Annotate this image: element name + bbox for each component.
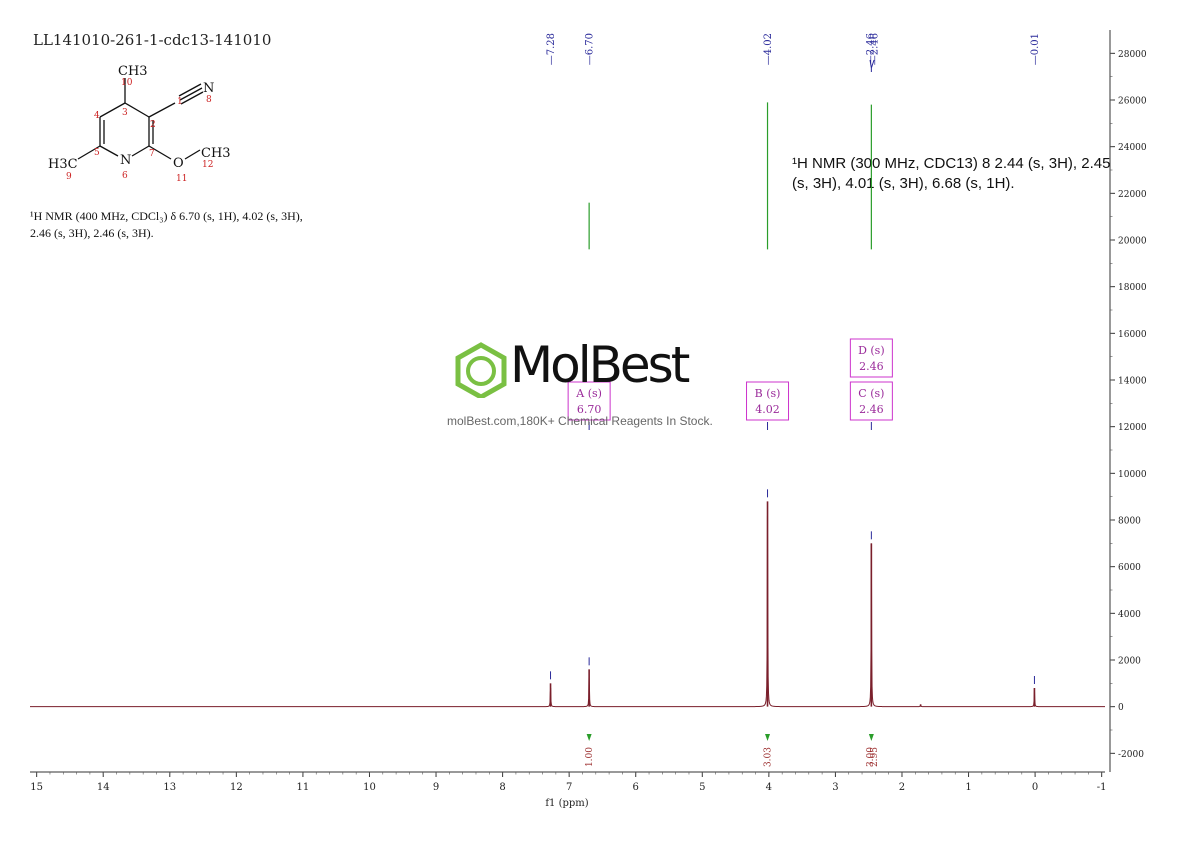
atom-number: 2 (150, 120, 156, 130)
atom-number: 10 (121, 78, 133, 88)
atom-number: 3 (122, 108, 128, 118)
multiplet-label: D (s) (858, 344, 885, 357)
x-tick-label: 15 (30, 782, 43, 793)
x-tick-label: 14 (97, 782, 110, 793)
atom-n-nitrile: N (203, 81, 214, 96)
x-tick-label: 4 (766, 782, 772, 793)
atom-number: 9 (66, 172, 72, 182)
atom-number: 6 (122, 171, 128, 181)
y-tick-label: 6000 (1118, 563, 1141, 573)
atom-n-ring: N (120, 153, 131, 168)
x-tick-label: 12 (230, 782, 243, 793)
multiplet-shift: 6.70 (577, 403, 602, 416)
y-tick-label: 2000 (1118, 657, 1141, 667)
atom-number: 12 (202, 160, 213, 170)
integration-marker (868, 734, 874, 741)
spectrum-line (30, 515, 1105, 708)
x-tick-label: 5 (699, 782, 705, 793)
peak-shift-label: —2.46 (870, 33, 881, 65)
y-tick-label: 8000 (1118, 517, 1141, 527)
integration-marker (765, 734, 771, 741)
y-tick-label: 24000 (1118, 143, 1147, 153)
x-tick-label: 2 (899, 782, 905, 793)
atom-o: O (173, 156, 184, 171)
multiplet-label: A (s) (575, 387, 602, 400)
y-tick-label: 18000 (1118, 283, 1147, 293)
x-axis-label: f1 (ppm) (545, 798, 588, 809)
peak-shift-label: —4.02 (763, 33, 774, 65)
integration-value: 1.00 (585, 747, 595, 767)
x-tick-label: 3 (832, 782, 838, 793)
y-tick-label: 10000 (1118, 470, 1147, 480)
y-tick-label: 26000 (1118, 97, 1147, 107)
x-tick-label: 9 (433, 782, 439, 793)
molbest-logo: MolBest (452, 336, 742, 402)
atom-h3c-left: H3C (48, 157, 78, 172)
nmr-description-literature: ¹H NMR (400 MHz, CDCl₃) δ 6.70 (s, 1H), … (30, 209, 303, 240)
y-tick-label: 16000 (1118, 330, 1147, 340)
multiplet-label: C (s) (858, 387, 884, 400)
multiplet-shift: 4.02 (755, 403, 780, 416)
atom-ch3-top: CH3 (118, 64, 148, 79)
multiplet-box (567, 381, 611, 421)
atom-number: 5 (94, 148, 100, 158)
y-tick-label: 4000 (1118, 610, 1141, 620)
spectrum-title: LL141010-261-1-cdc13-141010 (33, 31, 272, 49)
y-tick-label: -2000 (1118, 750, 1144, 760)
y-tick-label: 28000 (1118, 50, 1147, 60)
x-tick-label: 13 (163, 782, 176, 793)
atom-number: 11 (176, 174, 187, 184)
integration-value: 3.03 (764, 747, 774, 767)
watermark-tagline: molBest.com,180K+ Chemical Reagents In S… (447, 414, 713, 428)
multiplet-shift: 2.46 (859, 403, 884, 416)
atom-number: 1 (177, 97, 183, 107)
y-tick-label: 20000 (1118, 237, 1147, 247)
y-tick-label: 14000 (1118, 377, 1147, 387)
multiplet-box (746, 381, 790, 421)
benzene-logo-icon (455, 342, 507, 398)
x-tick-label: 1 (965, 782, 971, 793)
multiplet-shift: 2.46 (859, 360, 884, 373)
peak-shift-label: —0.01 (1030, 33, 1041, 65)
integration-marker (586, 734, 592, 741)
multiplet-box (849, 338, 893, 378)
x-tick-label: 11 (297, 782, 310, 793)
x-tick-label: 7 (566, 782, 572, 793)
y-tick-label: 12000 (1118, 423, 1147, 433)
integration-value: 2.95 (870, 747, 880, 767)
y-tick-label: 22000 (1118, 190, 1147, 200)
x-tick-label: 6 (633, 782, 639, 793)
peak-shift-label: —6.70 (585, 33, 596, 65)
integration-value: 3.00 (866, 747, 876, 767)
peak-shift-label: —2.46 (866, 33, 877, 65)
x-tick-label: 10 (363, 782, 376, 793)
x-tick-label: 0 (1032, 782, 1038, 793)
multiplet-box (849, 381, 893, 421)
multiplet-label: B (s) (755, 387, 781, 400)
atom-number: 8 (206, 95, 212, 105)
atom-number: 7 (149, 149, 155, 159)
logo-wordmark: MolBest (510, 336, 690, 394)
peak-shift-label: —7.28 (546, 33, 557, 65)
atom-ch3-right: CH3 (201, 146, 231, 161)
x-tick-label: -1 (1097, 782, 1107, 793)
x-tick-label: 8 (499, 782, 505, 793)
atom-number: 4 (94, 111, 100, 121)
y-tick-label: 0 (1118, 703, 1124, 713)
chemical-structure: CH3 N H3C N O CH3 10 1 8 3 2 4 5 7 9 6 1… (48, 64, 231, 184)
